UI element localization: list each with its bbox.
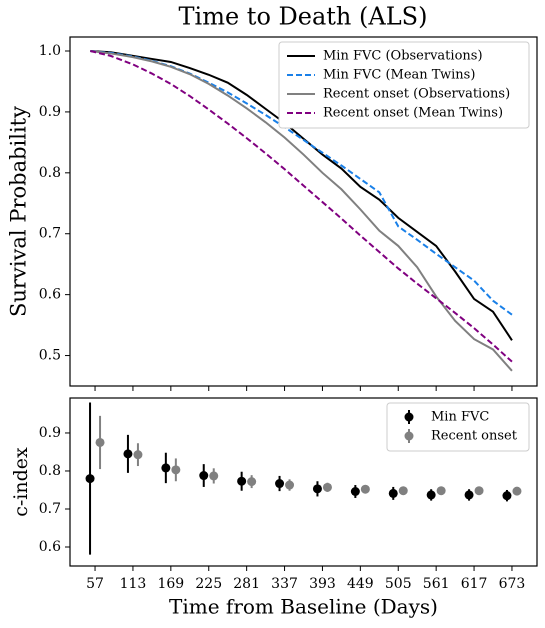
point	[312, 484, 322, 494]
legend-label: Recent onset	[431, 429, 518, 444]
point	[502, 491, 512, 501]
y-tick-label: 0.8	[39, 165, 61, 181]
point	[474, 486, 484, 496]
legend-swatch	[404, 412, 414, 422]
y-tick-label: 1.0	[39, 43, 61, 59]
point	[360, 484, 370, 494]
plot-frame	[69, 36, 538, 387]
y-axis-label: Survival Probability	[7, 106, 31, 317]
point	[388, 488, 398, 498]
x-tick-label: 169	[157, 576, 184, 592]
y-axis-label: c-index	[10, 447, 32, 517]
chart-title: Time to Death (ALS)	[179, 3, 428, 31]
legend-label: Recent onset (Observations)	[323, 87, 510, 102]
legend-label: Min FVC (Mean Twins)	[323, 68, 475, 83]
point	[95, 437, 105, 447]
point	[133, 450, 143, 460]
point	[237, 476, 247, 486]
y-tick-label: 0.7	[39, 226, 61, 242]
line	[90, 50, 513, 372]
x-tick-label: 673	[499, 576, 526, 592]
point	[322, 482, 332, 492]
point	[512, 486, 522, 496]
point	[171, 465, 181, 475]
point	[426, 490, 436, 500]
legend-box	[386, 402, 530, 452]
x-tick-label: 225	[195, 576, 222, 592]
point	[161, 463, 171, 473]
legend-label: Recent onset (Mean Twins)	[323, 106, 503, 121]
x-tick-label: 393	[309, 576, 336, 592]
legend-swatch	[404, 431, 414, 441]
y-tick-label: 0.9	[39, 104, 61, 120]
y-tick-label: 0.9	[39, 425, 61, 441]
x-tick-label: 57	[86, 576, 104, 592]
point	[350, 487, 360, 497]
plot-frame	[69, 397, 538, 567]
legend-box	[278, 41, 530, 129]
y-tick-label: 0.6	[39, 287, 61, 303]
legend-label: Min FVC	[431, 410, 489, 425]
x-tick-label: 617	[461, 576, 488, 592]
x-tick-label: 505	[385, 576, 412, 592]
y-tick-label: 0.7	[39, 501, 61, 517]
y-tick-label: 0.5	[39, 348, 61, 364]
x-tick-label: 449	[347, 576, 374, 592]
point	[199, 471, 209, 481]
x-tick-label: 281	[233, 576, 260, 592]
legend-label: Min FVC (Observations)	[323, 49, 483, 64]
x-tick-label: 113	[120, 576, 147, 592]
x-axis-label: Time from Baseline (Days)	[169, 595, 438, 619]
point	[436, 486, 446, 496]
point	[398, 486, 408, 496]
point	[85, 474, 95, 484]
point	[275, 479, 285, 489]
point	[285, 480, 295, 490]
point	[464, 490, 474, 500]
point	[123, 449, 133, 459]
line	[90, 50, 513, 341]
y-tick-label: 0.6	[39, 539, 61, 555]
y-tick-label: 0.8	[39, 463, 61, 479]
point	[247, 477, 257, 487]
point	[209, 471, 219, 481]
x-tick-label: 337	[271, 576, 298, 592]
line	[90, 50, 513, 363]
x-tick-label: 561	[423, 576, 450, 592]
